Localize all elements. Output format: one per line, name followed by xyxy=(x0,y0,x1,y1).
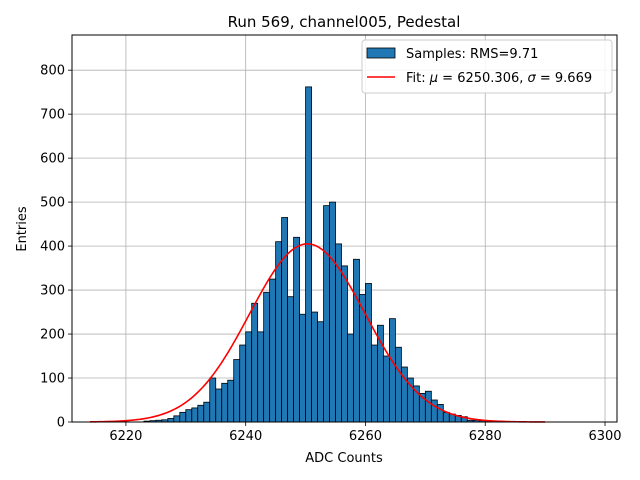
histogram-bar xyxy=(329,201,336,423)
x-tick-label-1: 6240 xyxy=(229,429,262,444)
legend-fit-label: Fit: μ = 6250.306, σ = 9.669 xyxy=(406,71,592,86)
legend-fit-mu-value: = 6250.306, xyxy=(438,71,527,86)
histogram-bar xyxy=(430,399,438,423)
histogram-bar xyxy=(323,205,330,423)
legend-fit-sigma-symbol: σ xyxy=(528,71,537,86)
histogram-bar xyxy=(293,236,300,423)
legend-fit-prefix: Fit: xyxy=(406,71,430,86)
histogram-bar xyxy=(424,390,432,423)
y-tick-label-6: 600 xyxy=(40,152,65,167)
histogram-bar xyxy=(191,407,199,423)
histogram-bar xyxy=(233,359,241,423)
histogram-bar xyxy=(263,291,271,423)
chart-title: Run 569, channel005, Pedestal xyxy=(228,13,461,31)
histogram-bar xyxy=(203,401,211,423)
histogram-bar xyxy=(395,346,402,423)
histogram-bar xyxy=(299,313,306,423)
histogram-bar xyxy=(389,318,396,423)
histogram-bar xyxy=(179,411,187,423)
legend-box xyxy=(361,39,613,94)
histogram-bar xyxy=(221,382,229,423)
x-axis-label: ADC Counts xyxy=(305,451,383,466)
histogram-bar xyxy=(185,409,193,423)
histogram-bar xyxy=(245,331,253,423)
legend-fit-mu-symbol: μ xyxy=(429,71,438,86)
histogram-bar xyxy=(353,258,360,423)
y-axis-ticks: 0 100 200 300 400 500 600 700 800 xyxy=(40,64,72,431)
y-tick-label-4: 400 xyxy=(40,240,65,255)
histogram-bar xyxy=(269,278,277,423)
x-axis-ticks: 6220 6240 6260 6280 6300 xyxy=(109,422,622,444)
histogram-bar xyxy=(257,331,265,423)
histogram-bar xyxy=(442,411,450,423)
y-tick-label-0: 0 xyxy=(57,416,65,431)
y-tick-label-7: 700 xyxy=(40,108,65,123)
histogram-bar xyxy=(317,321,324,423)
y-tick-label-5: 500 xyxy=(40,196,65,211)
histogram-bars xyxy=(143,86,516,423)
plot-area-frame xyxy=(71,34,618,423)
histogram-bar xyxy=(305,86,312,423)
histogram-bar xyxy=(209,377,217,423)
histogram-bar xyxy=(167,418,175,423)
fit-curve xyxy=(89,243,546,423)
histogram-bar xyxy=(239,344,247,423)
histogram-bar xyxy=(383,355,390,423)
histogram-bar xyxy=(371,344,378,423)
histogram-bar xyxy=(377,324,384,423)
x-tick-label-0: 6220 xyxy=(109,429,142,444)
legend: Samples: RMS=9.71 Fit: μ = 6250.306, σ =… xyxy=(361,39,613,94)
legend-bar-swatch xyxy=(366,47,396,59)
histogram-bar xyxy=(311,311,318,423)
histogram-bar xyxy=(227,379,235,423)
histogram-bar xyxy=(215,388,223,423)
histogram-bar xyxy=(173,415,181,423)
histogram-bar xyxy=(197,404,205,423)
legend-fit-sigma-value: = 9.669 xyxy=(536,71,592,86)
x-tick-label-2: 6260 xyxy=(349,429,382,444)
y-tick-label-8: 800 xyxy=(40,64,65,79)
histogram-bar xyxy=(436,404,444,423)
histogram-bar xyxy=(347,333,354,423)
histogram-bar xyxy=(287,296,294,423)
legend-bar-label: Samples: RMS=9.71 xyxy=(406,47,538,62)
x-tick-label-4: 6300 xyxy=(588,429,621,444)
histogram-bar xyxy=(251,302,259,423)
histogram-bar xyxy=(365,283,372,423)
y-tick-label-1: 100 xyxy=(40,372,65,387)
x-tick-label-3: 6280 xyxy=(469,429,502,444)
y-tick-label-3: 300 xyxy=(40,284,65,299)
histogram-bar xyxy=(281,217,289,423)
y-tick-label-2: 200 xyxy=(40,328,65,343)
y-axis-label: Entries xyxy=(15,206,30,252)
histogram-bar xyxy=(341,265,348,423)
